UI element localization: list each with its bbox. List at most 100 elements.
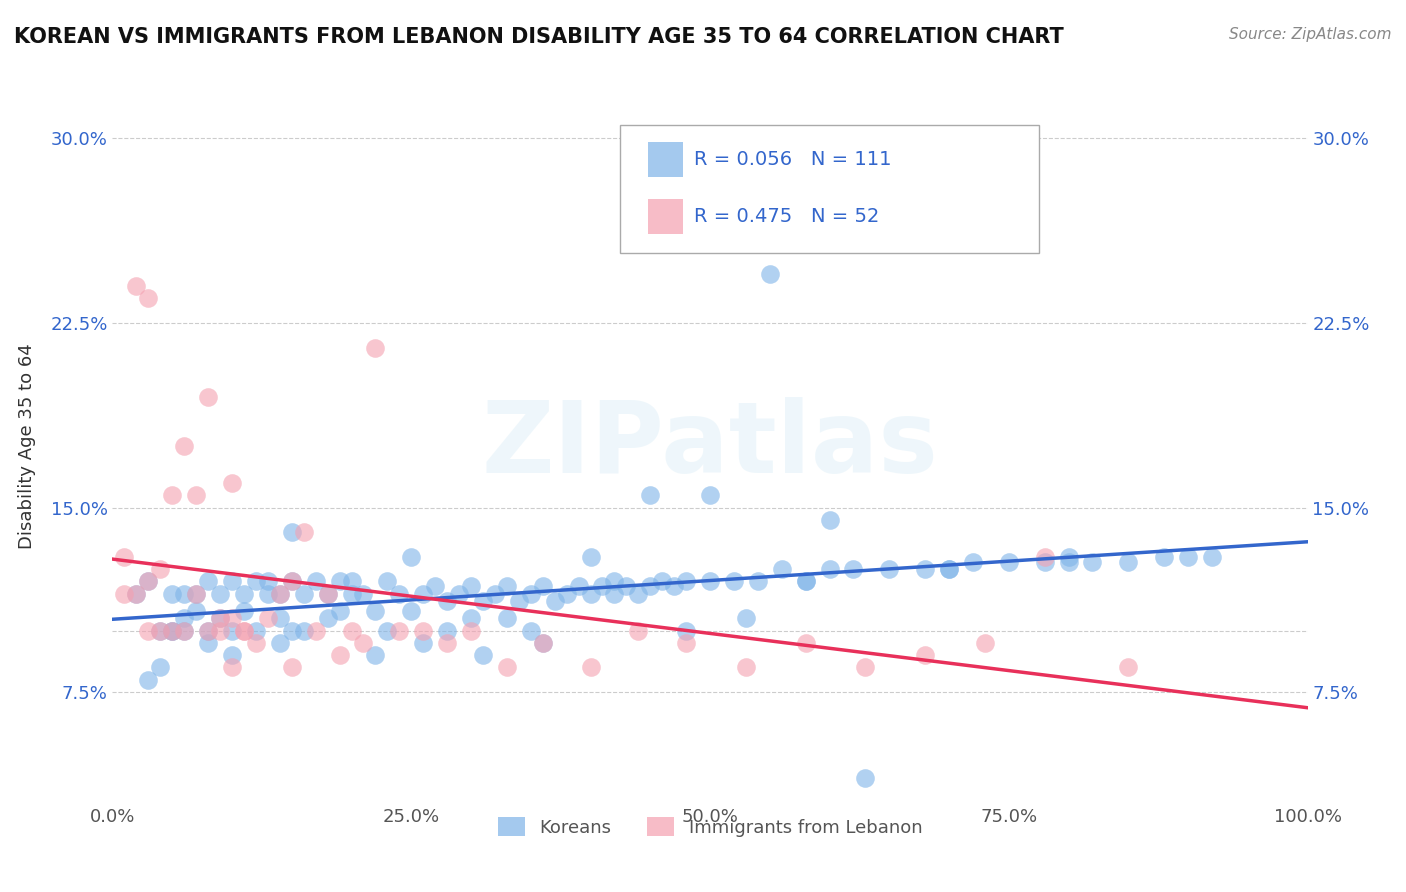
Koreans [447, 587, 470, 601]
Koreans [794, 574, 817, 589]
Immigrants from Lebanon [197, 624, 219, 638]
Koreans [759, 267, 782, 281]
Koreans [364, 648, 387, 662]
Immigrants from Lebanon [292, 525, 315, 540]
Immigrants from Lebanon [531, 636, 554, 650]
Koreans [316, 611, 339, 625]
Immigrants from Lebanon [114, 549, 135, 564]
Koreans [364, 604, 387, 618]
Koreans [292, 587, 315, 601]
Koreans [520, 587, 543, 601]
Koreans [281, 525, 304, 540]
Koreans [842, 562, 865, 576]
Immigrants from Lebanon [125, 279, 148, 293]
Immigrants from Lebanon [388, 624, 411, 638]
Immigrants from Lebanon [221, 475, 243, 490]
Koreans [640, 488, 662, 502]
Koreans [377, 574, 399, 589]
Koreans [352, 587, 374, 601]
Immigrants from Lebanon [281, 660, 304, 674]
Immigrants from Lebanon [186, 488, 208, 502]
Koreans [329, 604, 352, 618]
Immigrants from Lebanon [316, 587, 339, 601]
Immigrants from Lebanon [340, 624, 363, 638]
Koreans [138, 673, 160, 687]
Text: KOREAN VS IMMIGRANTS FROM LEBANON DISABILITY AGE 35 TO 64 CORRELATION CHART: KOREAN VS IMMIGRANTS FROM LEBANON DISABI… [14, 27, 1064, 46]
Koreans [377, 624, 399, 638]
Koreans [627, 587, 650, 601]
Koreans [221, 624, 243, 638]
Koreans [699, 488, 721, 502]
Koreans [723, 574, 745, 589]
Text: R = 0.475   N = 52: R = 0.475 N = 52 [695, 207, 880, 226]
Immigrants from Lebanon [245, 636, 267, 650]
Koreans [245, 624, 267, 638]
Text: R = 0.056   N = 111: R = 0.056 N = 111 [695, 150, 891, 169]
Koreans [257, 587, 280, 601]
Koreans [436, 624, 458, 638]
Immigrants from Lebanon [735, 660, 758, 674]
Koreans [675, 624, 697, 638]
FancyBboxPatch shape [620, 125, 1039, 253]
Koreans [472, 594, 495, 608]
Immigrants from Lebanon [114, 587, 135, 601]
Koreans [138, 574, 160, 589]
Immigrants from Lebanon [209, 624, 232, 638]
Koreans [1033, 555, 1056, 569]
Koreans [699, 574, 721, 589]
Koreans [484, 587, 506, 601]
Immigrants from Lebanon [974, 636, 997, 650]
Koreans [675, 574, 697, 589]
Koreans [579, 549, 602, 564]
Koreans [1201, 549, 1223, 564]
Text: Source: ZipAtlas.com: Source: ZipAtlas.com [1229, 27, 1392, 42]
Koreans [818, 562, 841, 576]
Y-axis label: Disability Age 35 to 64: Disability Age 35 to 64 [18, 343, 37, 549]
Immigrants from Lebanon [281, 574, 304, 589]
Immigrants from Lebanon [675, 636, 697, 650]
Koreans [401, 549, 423, 564]
Koreans [543, 594, 565, 608]
Koreans [496, 579, 519, 593]
FancyBboxPatch shape [648, 199, 682, 234]
Immigrants from Lebanon [186, 587, 208, 601]
Immigrants from Lebanon [579, 660, 602, 674]
Immigrants from Lebanon [149, 624, 172, 638]
Koreans [233, 587, 256, 601]
Koreans [914, 562, 936, 576]
Immigrants from Lebanon [855, 660, 877, 674]
Koreans [149, 660, 172, 674]
Immigrants from Lebanon [914, 648, 936, 662]
Koreans [269, 611, 291, 625]
Immigrants from Lebanon [138, 291, 160, 305]
Koreans [616, 579, 638, 593]
Immigrants from Lebanon [197, 390, 219, 404]
Immigrants from Lebanon [1118, 660, 1140, 674]
Koreans [269, 636, 291, 650]
Immigrants from Lebanon [412, 624, 434, 638]
Koreans [436, 594, 458, 608]
Koreans [245, 574, 267, 589]
Immigrants from Lebanon [173, 624, 195, 638]
Koreans [603, 574, 626, 589]
Koreans [173, 624, 195, 638]
Koreans [125, 587, 148, 601]
Immigrants from Lebanon [627, 624, 650, 638]
Immigrants from Lebanon [138, 624, 160, 638]
Immigrants from Lebanon [460, 624, 482, 638]
Koreans [316, 587, 339, 601]
Koreans [1153, 549, 1175, 564]
Koreans [496, 611, 519, 625]
Text: ZIPatlas: ZIPatlas [482, 398, 938, 494]
Immigrants from Lebanon [794, 636, 817, 650]
Koreans [460, 579, 482, 593]
Immigrants from Lebanon [233, 624, 256, 638]
Koreans [412, 636, 434, 650]
Koreans [568, 579, 591, 593]
FancyBboxPatch shape [648, 142, 682, 177]
Koreans [794, 574, 817, 589]
Immigrants from Lebanon [352, 636, 374, 650]
Koreans [162, 587, 183, 601]
Koreans [1177, 549, 1199, 564]
Koreans [1057, 549, 1080, 564]
